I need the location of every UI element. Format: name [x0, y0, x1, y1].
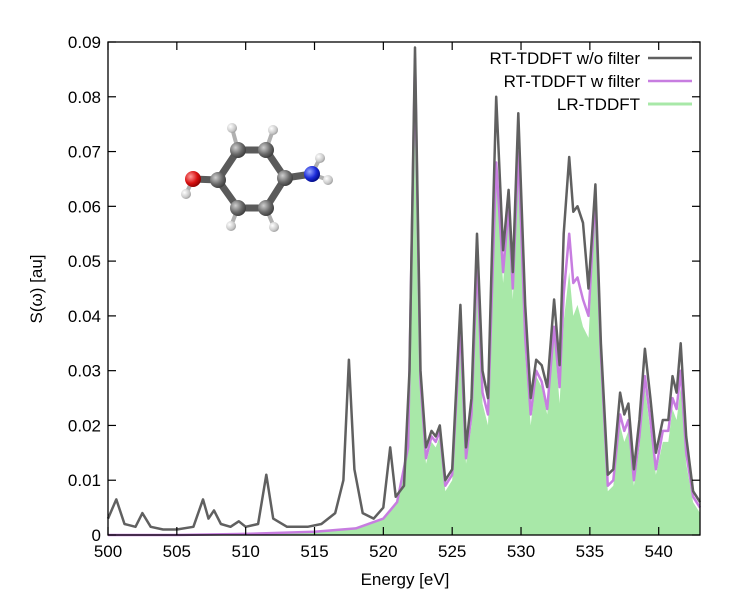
legend-label-rt-tddft-w-filter: RT-TDDFT w filter: [504, 72, 641, 91]
x-tick-label: 500: [94, 542, 122, 561]
plot-frame: [107, 41, 701, 536]
molecule-image: [181, 123, 333, 232]
y-tick-label: 0.07: [68, 143, 101, 162]
x-tick-label: 505: [163, 542, 191, 561]
axis-ticks: 500 505 510 515 520 525 530 535 540 0 0.01 0.02 0.03…: [68, 33, 700, 561]
y-tick-label: 0.05: [68, 252, 101, 271]
x-tick-label: 530: [507, 542, 535, 561]
y-tick-label: 0.08: [68, 88, 101, 107]
x-axis-label: Energy [eV]: [361, 570, 450, 589]
x-tick-label: 525: [438, 542, 466, 561]
y-tick-label: 0.03: [68, 362, 101, 381]
plot-border: [107, 41, 701, 536]
y-tick-label: 0.04: [68, 307, 101, 326]
y-tick-label: 0.09: [68, 33, 101, 52]
y-tick-label: 0.06: [68, 197, 101, 216]
series-rt-tddft-w-o-filter: [106, 46, 702, 531]
series-lr-tddft: [108, 63, 700, 536]
legend-label-rt-tddft-w-o-filter: RT-TDDFT w/o filter: [490, 49, 641, 68]
x-tick-label: 510: [231, 542, 259, 561]
legend-label-lr-tddft: LR-TDDFT: [557, 95, 640, 114]
y-tick-label: 0.01: [68, 471, 101, 490]
series-layer: [106, 46, 702, 537]
x-tick-label: 515: [300, 542, 328, 561]
x-tick-label: 520: [369, 542, 397, 561]
x-tick-label: 535: [576, 542, 604, 561]
x-tick-label: 540: [645, 542, 673, 561]
y-tick-label: 0: [92, 526, 101, 545]
y-axis-label: S(ω) [au]: [27, 254, 46, 323]
y-tick-label: 0.02: [68, 416, 101, 435]
legend: RT-TDDFT w/o filter RT-TDDFT w filter LR-T…: [490, 49, 692, 114]
